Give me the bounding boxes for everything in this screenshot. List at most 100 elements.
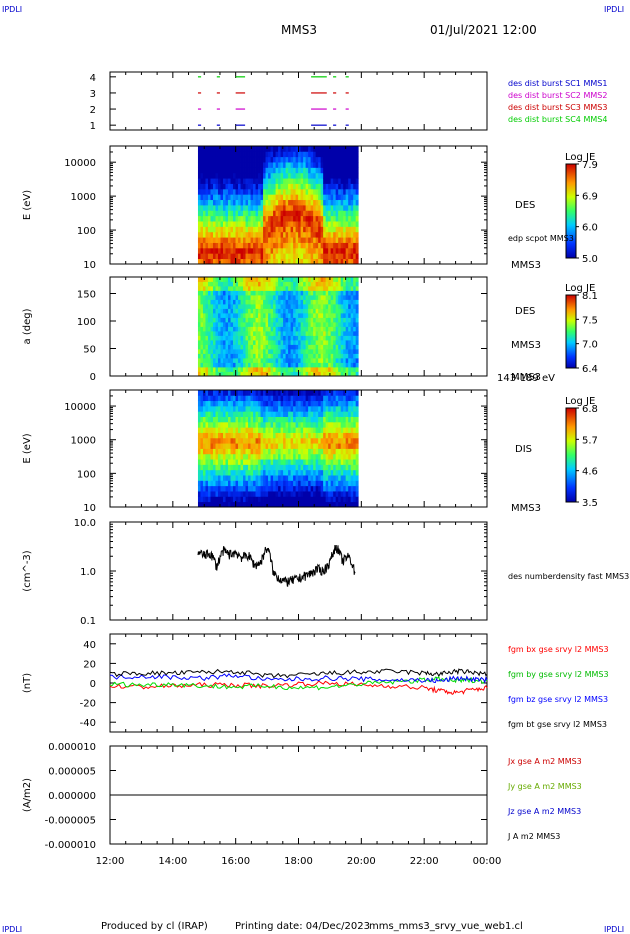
heatmap-cell — [353, 231, 357, 238]
heatmap-cell — [353, 194, 357, 201]
heatmap-cell — [225, 162, 229, 168]
heatmap-cell — [258, 199, 261, 206]
heatmap-cell — [350, 226, 354, 233]
heatmap-cell — [243, 156, 246, 163]
heatmap-cell — [265, 226, 269, 233]
heatmap-cell — [283, 226, 286, 233]
heatmap-cell — [240, 205, 244, 211]
heatmap-cell — [223, 313, 226, 318]
heatmap-cell — [290, 344, 294, 350]
heatmap-cell — [270, 353, 274, 359]
heatmap-cell — [258, 367, 261, 372]
heatmap-cell — [243, 491, 246, 497]
heatmap-cell — [305, 237, 309, 243]
heatmap-cell — [217, 453, 221, 460]
heatmap-cell — [253, 349, 256, 354]
panel-label2-dis_e: MMS3 — [511, 503, 541, 514]
heatmap-cell — [230, 405, 234, 412]
heatmap-cell — [225, 167, 229, 174]
heatmap-cell — [268, 299, 271, 305]
heatmap-cell — [303, 496, 307, 503]
heatmap-cell — [300, 308, 304, 314]
heatmap-cell — [323, 317, 327, 323]
heatmap-cell — [278, 501, 281, 508]
heatmap-cell — [285, 277, 289, 282]
heatmap-cell — [298, 331, 302, 336]
heatmap-cell — [205, 295, 209, 300]
heatmap-cell — [280, 367, 284, 372]
heatmap-cell — [340, 188, 344, 195]
heatmap-cell — [280, 416, 284, 423]
heatmap-cell — [212, 146, 216, 152]
heatmap-cell — [260, 501, 264, 508]
heatmap-cell — [253, 205, 256, 211]
heatmap-cell — [315, 308, 319, 314]
heatmap-cell — [303, 299, 307, 305]
heatmap-cell — [217, 367, 221, 372]
heatmap-cell — [330, 443, 334, 449]
heatmap-cell — [263, 162, 266, 168]
heatmap-cell — [335, 349, 339, 354]
heatmap-cell — [290, 286, 294, 291]
heatmap-cell — [228, 299, 231, 305]
heatmap-cell — [335, 421, 339, 428]
heatmap-cell — [320, 405, 324, 412]
heatmap-cell — [215, 344, 219, 350]
heatmap-cell — [345, 277, 349, 282]
heatmap-cell — [273, 390, 276, 396]
heatmap-cell — [248, 205, 251, 211]
heatmap-cell — [255, 151, 259, 158]
heatmap-cell — [268, 331, 271, 336]
heatmap-cell — [278, 464, 281, 471]
heatmap-cell — [207, 459, 211, 465]
heatmap-cell — [315, 480, 319, 487]
heatmap-cell — [280, 390, 284, 396]
heatmap-cell — [298, 172, 302, 179]
heatmap-cell — [313, 335, 317, 341]
heatmap-cell — [310, 281, 314, 287]
heatmap-cell — [313, 326, 317, 332]
heatmap-cell — [212, 331, 216, 336]
heatmap-cell — [255, 358, 259, 363]
heatmap-cell — [335, 226, 339, 233]
heatmap-cell — [303, 317, 307, 323]
heatmap-cell — [235, 344, 239, 350]
heatmap-cell — [330, 146, 334, 152]
heatmap-cell — [335, 253, 339, 260]
heatmap-cell — [207, 205, 211, 211]
heatmap-cell — [323, 277, 327, 282]
heatmap-cell — [202, 199, 206, 206]
heatmap-cell — [328, 469, 332, 476]
heatmap-cell — [350, 400, 354, 407]
heatmap-cell — [295, 453, 299, 460]
heatmap-cell — [273, 167, 276, 174]
heatmap-cell — [328, 464, 332, 471]
heatmap-cell — [275, 183, 279, 190]
heatmap-cell — [248, 326, 251, 332]
heatmap-cell — [197, 475, 201, 481]
heatmap-cell — [288, 162, 291, 168]
heatmap-cell — [325, 183, 329, 190]
heatmap-cell — [320, 371, 324, 377]
heatmap-cell — [202, 326, 206, 332]
heatmap-cell — [335, 221, 339, 227]
heatmap-cell — [263, 400, 266, 407]
heatmap-cell — [340, 277, 344, 282]
heatmap-cell — [225, 416, 229, 423]
heatmap-cell — [275, 448, 279, 455]
heatmap-cell — [215, 464, 219, 471]
heatmap-cell — [315, 344, 319, 350]
heatmap-cell — [280, 349, 284, 354]
heatmap-cell — [197, 237, 201, 243]
heatmap-cell — [223, 501, 226, 508]
heatmap-cell — [293, 215, 296, 222]
heatmap-cell — [238, 475, 241, 481]
heatmap-cell — [250, 326, 254, 332]
heatmap-cell — [298, 226, 302, 233]
heatmap-cell — [355, 199, 359, 206]
heatmap-cell — [353, 183, 357, 190]
heatmap-cell — [338, 371, 342, 377]
heatmap-cell — [260, 253, 264, 260]
heatmap-cell — [220, 501, 224, 508]
heatmap-cell — [335, 459, 339, 465]
